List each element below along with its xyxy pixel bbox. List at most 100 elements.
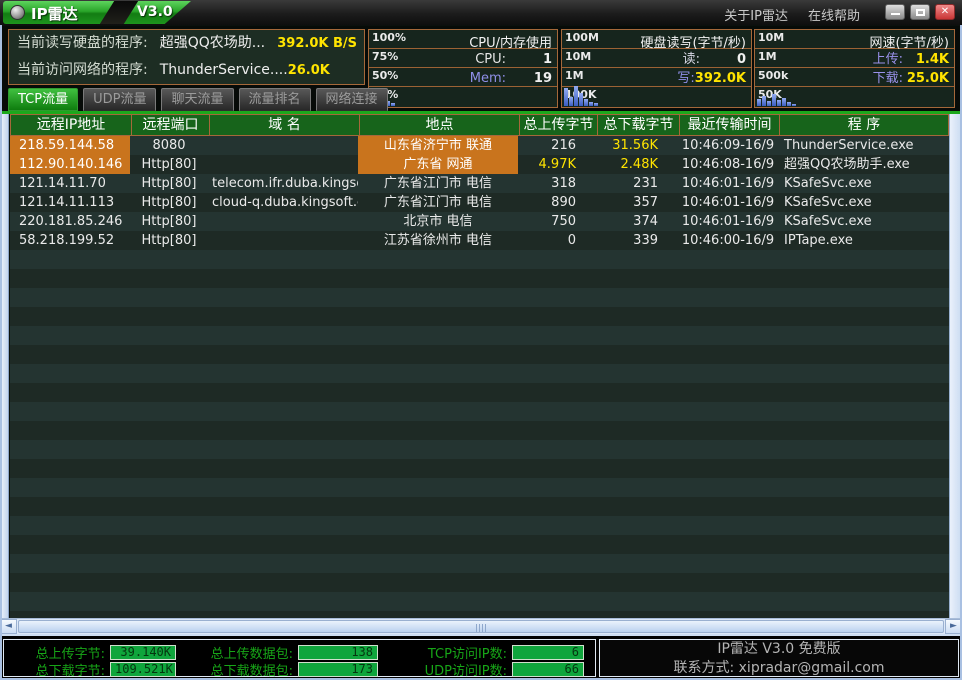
panel-metric: Mem: 19 <box>470 70 552 89</box>
table-row[interactable]: 112.90.140.146 Http[80] 广东省 网通 4.97K 2.48K 10… <box>10 155 949 174</box>
traffic-stats-panel: 总上传字节: 39.140K 总上传数据包: 138 TCP访问IP数: 6 总下载字节: 1… <box>3 639 596 679</box>
net-program-speed: 26.0K B/S <box>287 63 330 105</box>
cell-download: 231 <box>633 176 658 191</box>
cell-port: Http[80] <box>141 157 197 172</box>
radar-icon <box>10 5 25 20</box>
cell-location: 广东省江门市 电信 <box>383 195 493 210</box>
metric-label: Mem: <box>469 71 506 86</box>
column-header[interactable]: 总上传字节 <box>519 115 597 135</box>
stat-row: 总上传字节: 39.140K 总上传数据包: 138 TCP访问IP数: 6 <box>4 644 595 662</box>
cell-program: ThunderService.exe <box>784 138 914 153</box>
cell-location: 广东省 网通 <box>358 155 518 174</box>
maximize-button[interactable] <box>910 4 930 20</box>
stat-value-box: 173 <box>298 661 378 677</box>
table-body: 218.59.144.58 8080 山东省济宁市 联通 216 31.56K 10:46… <box>10 136 949 250</box>
column-header[interactable]: 程 序 <box>779 115 948 135</box>
left-frame-strip <box>0 114 9 618</box>
vertical-scrollbar[interactable] <box>949 114 962 618</box>
cell-domain <box>208 136 358 155</box>
cell-upload: 4.97K <box>538 157 576 172</box>
scroll-thumb-grip <box>476 624 486 632</box>
cell-port: Http[80] <box>141 195 197 210</box>
stat-value-box: 66 <box>512 661 584 677</box>
table-row[interactable]: 121.14.11.70 Http[80] telecom.ifr.duba.kin… <box>10 174 949 193</box>
cell-port: Http[80] <box>141 214 197 229</box>
scale-label: 10M <box>562 49 751 68</box>
about-panel: IP雷达 V3.0 免费版 联系方式: xipradar@gmail.com <box>599 639 959 677</box>
scroll-left-arrow-icon[interactable]: ◄ <box>0 619 17 634</box>
cell-time: 10:46:00-16/9 <box>681 233 775 248</box>
graph-bar <box>772 94 776 106</box>
tab-udp[interactable]: UDP流量 <box>83 88 157 111</box>
stat-value-box: 39.140K <box>110 644 176 660</box>
cell-program: KSafeSvc.exe <box>784 176 872 191</box>
metric-value: 1.4K <box>915 52 949 67</box>
cell-domain <box>208 231 358 250</box>
cell-domain: telecom.ifr.duba.kingsof... <box>212 176 358 191</box>
cell-program: KSafeSvc.exe <box>784 214 872 229</box>
tab-conn[interactable]: 网络连接 <box>315 88 388 111</box>
cell-download: 357 <box>633 195 658 210</box>
scale-label: 75% <box>369 49 557 68</box>
app-title: IP雷达 <box>31 5 78 23</box>
minimize-button[interactable] <box>885 4 905 20</box>
column-header[interactable]: 远程端口 <box>131 115 209 135</box>
stat-value-box: 138 <box>298 644 378 660</box>
cell-download: 2.48K <box>620 157 658 172</box>
tab-tcp[interactable]: TCP流量 <box>8 88 79 111</box>
column-header[interactable]: 最近传输时间 <box>679 115 779 135</box>
stat-label: 总上传数据包: <box>210 646 293 662</box>
graph-bar <box>767 101 771 106</box>
graph-bar <box>589 102 593 106</box>
panel-metric: 读: 0 <box>677 51 746 70</box>
menu-help-link[interactable]: 在线帮助 <box>807 9 860 24</box>
cell-program: 超强QQ农场助手.exe <box>784 157 910 172</box>
scale-label: 25% <box>369 87 557 106</box>
accent-line <box>0 111 962 114</box>
graph-bar <box>386 101 390 106</box>
scale-label: 1M <box>562 68 751 87</box>
table-row[interactable]: 218.59.144.58 8080 山东省济宁市 联通 216 31.56K 10:46… <box>10 136 949 155</box>
close-button[interactable]: ✕ <box>935 4 955 20</box>
scroll-right-arrow-icon[interactable]: ► <box>945 619 962 634</box>
tab-chat[interactable]: 聊天流量 <box>161 88 234 111</box>
cell-port: Http[80] <box>141 233 197 248</box>
about-version-text: IP雷达 V3.0 免费版 <box>717 641 841 657</box>
scale-label: 10M <box>755 30 954 49</box>
metric-label: CPU: <box>475 52 506 67</box>
cell-domain <box>208 155 358 174</box>
column-header[interactable]: 总下载字节 <box>597 115 679 135</box>
metric-value: 0 <box>736 52 746 67</box>
stat-label: UDP访问IP数: <box>424 663 507 679</box>
net-panel-title: 网速(字节/秒) <box>869 36 949 51</box>
cpu-memory-panel: 100%75%50%25% CPU/内存使用 CPU: 1 Mem: 19 <box>368 29 558 108</box>
menu-about-link[interactable]: 关于IP雷达 <box>724 9 788 24</box>
graph-bar <box>782 98 786 106</box>
table-row[interactable]: 121.14.11.113 Http[80] cloud-q.duba.kingso… <box>10 193 949 212</box>
graph-bar <box>569 97 573 106</box>
horizontal-scroll-thumb[interactable] <box>18 620 944 633</box>
stat-label: 总上传字节: <box>35 646 105 662</box>
cell-ip: 220.181.85.246 <box>19 214 123 229</box>
cell-ip: 58.218.199.52 <box>19 233 115 248</box>
scale-label: 1M <box>755 49 954 68</box>
tab-rank[interactable]: 流量排名 <box>238 88 311 111</box>
disk-program-name: 超强QQ农场助... <box>159 35 266 51</box>
cell-domain: cloud-q.duba.kingsoft.com <box>212 195 358 210</box>
column-header[interactable]: 远程IP地址 <box>36 117 106 133</box>
cell-download: 339 <box>633 233 658 248</box>
column-header[interactable]: 地点 <box>359 115 519 135</box>
metric-label: 写: <box>677 71 695 86</box>
table-row[interactable]: 58.218.199.52 Http[80] 江苏省徐州市 电信 0 339 10:46:… <box>10 231 949 250</box>
window-controls: ✕ <box>885 4 955 20</box>
panel-metric: 下载: 25.0K <box>873 70 949 89</box>
app-version: V3.0 <box>137 4 173 20</box>
table-row[interactable]: 220.181.85.246 Http[80] 北京市 电信 750 374 10:46:… <box>10 212 949 231</box>
scale-label: 500k <box>755 68 954 87</box>
column-header[interactable]: 域 名 <box>209 115 359 135</box>
stat-label: 总下载数据包: <box>210 663 293 679</box>
cell-time: 10:46:01-16/9 <box>681 195 775 210</box>
cell-location: 江苏省徐州市 电信 <box>383 233 493 248</box>
graph-bar <box>787 102 791 106</box>
metric-label: 下载: <box>872 71 903 86</box>
